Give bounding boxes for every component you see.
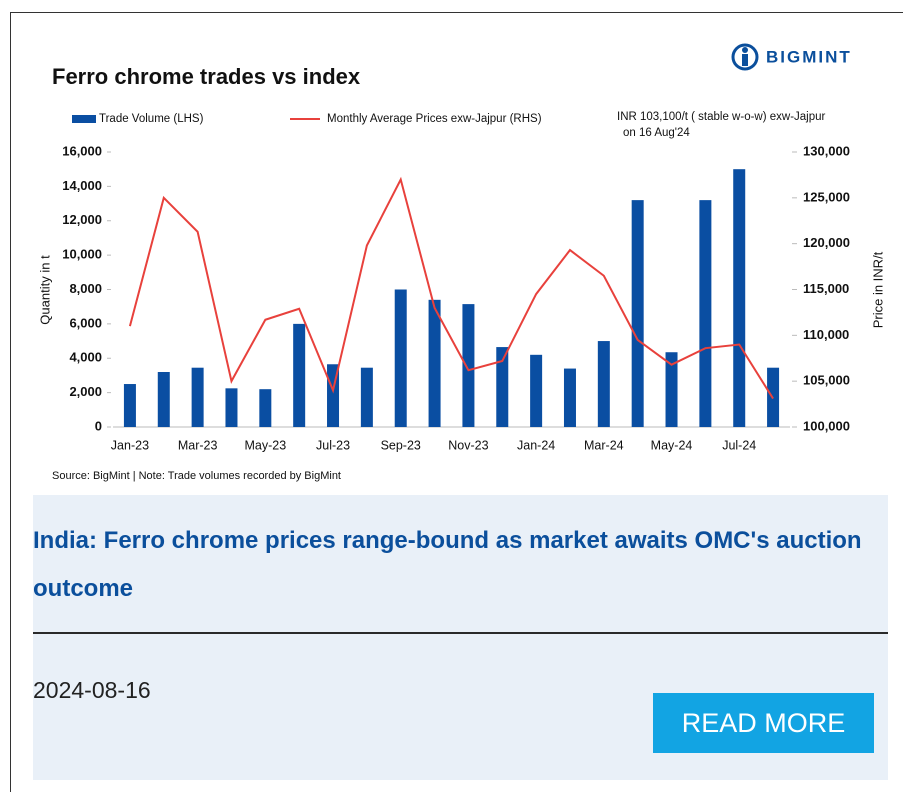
- chart: Ferro chrome trades vs index BIGMINT INR…: [37, 43, 885, 482]
- bar: [123, 384, 136, 427]
- y2-tick-label: 105,000: [803, 373, 850, 388]
- brand: BIGMINT: [766, 47, 852, 66]
- divider: [33, 632, 888, 634]
- bar: [462, 304, 475, 427]
- bar: [733, 169, 746, 427]
- bar: [563, 368, 576, 427]
- x-tick-label: Jul-23: [316, 438, 350, 452]
- y-tick-label: 16,000: [62, 143, 102, 158]
- bar: [665, 352, 678, 427]
- bar: [191, 367, 204, 427]
- chart-title: Ferro chrome trades vs index: [52, 64, 361, 89]
- y-tick-label: 14,000: [62, 178, 102, 193]
- date: 2024-08-16: [33, 677, 151, 703]
- x-tick-label: Jan-24: [517, 438, 555, 452]
- x-tick-label: Mar-23: [178, 438, 218, 452]
- annotation: INR 103,100/t ( stable w-o-w) exw-Jajpur: [617, 111, 826, 123]
- article-panel: India: Ferro chrome prices range-bound a…: [33, 495, 888, 780]
- bar: [631, 200, 644, 427]
- y2-tick-label: 100,000: [803, 418, 850, 433]
- x-tick-label: May-24: [651, 438, 693, 452]
- bar: [530, 354, 543, 427]
- bar: [360, 367, 373, 427]
- bar: [394, 289, 407, 427]
- x-tick-label: Mar-24: [584, 438, 624, 452]
- y-tick-label: 10,000: [62, 247, 102, 262]
- frame: [10, 12, 903, 792]
- bar: [157, 372, 170, 427]
- bar: [699, 200, 712, 427]
- bar: [597, 341, 610, 427]
- bar: [259, 389, 272, 427]
- y-tick-label: 4,000: [69, 350, 102, 365]
- y2-axis-title: Price in INR/t: [870, 251, 885, 328]
- y-tick-label: 6,000: [69, 315, 102, 330]
- bar: [225, 388, 238, 427]
- y-tick-label: 2,000: [69, 384, 102, 399]
- y2-tick-label: 120,000: [803, 235, 850, 250]
- x-tick-label: May-23: [244, 438, 286, 452]
- x-tick-label: Sep-23: [381, 438, 421, 452]
- x-tick-label: Jan-23: [111, 438, 149, 452]
- bar: [428, 299, 441, 427]
- x-tick-label: Nov-23: [448, 438, 488, 452]
- y2-tick-label: 125,000: [803, 189, 850, 204]
- y2-tick-label: 130,000: [803, 143, 850, 158]
- y-tick-label: 8,000: [69, 281, 102, 296]
- bar: [293, 323, 306, 427]
- logo-icon: [731, 43, 759, 71]
- x-tick-label: Jul-24: [722, 438, 756, 452]
- legend-label: Monthly Average Prices exw-Jajpur (RHS): [327, 113, 542, 125]
- legend-swatch: [72, 115, 96, 123]
- price-line: [128, 176, 774, 400]
- y-tick-label: 12,000: [62, 212, 102, 227]
- annotation: on 16 Aug'24: [623, 127, 690, 139]
- read-more-button[interactable]: READ MORE: [653, 693, 874, 753]
- legend-label: Trade Volume (LHS): [99, 113, 204, 125]
- y2-tick-label: 110,000: [803, 327, 849, 342]
- y2-tick-label: 115,000: [803, 281, 849, 296]
- y-tick-label: 0: [95, 418, 102, 433]
- bar: [496, 347, 509, 427]
- source-note: Source: BigMint | Note: Trade volumes re…: [52, 470, 341, 482]
- y-axis-title: Quantity in t: [37, 255, 52, 325]
- headline[interactable]: India: Ferro chrome prices range-bound a…: [33, 527, 862, 602]
